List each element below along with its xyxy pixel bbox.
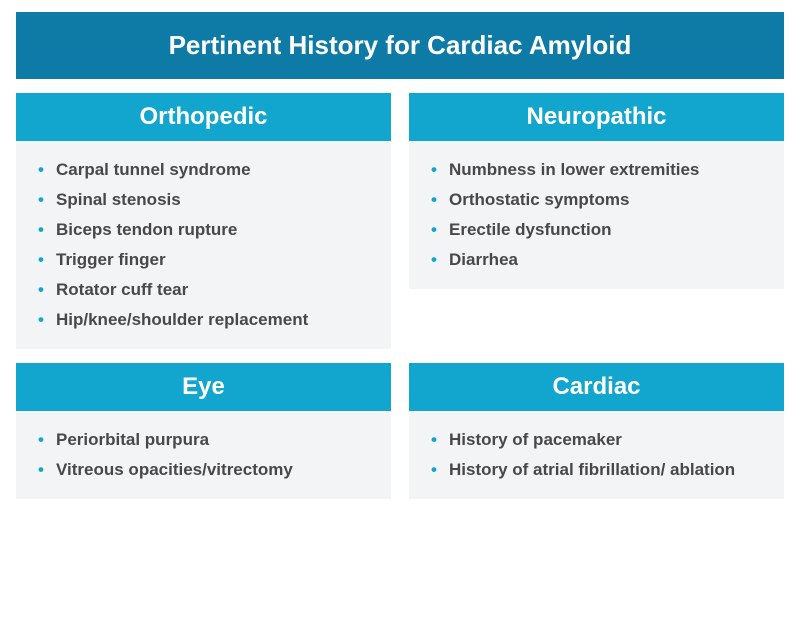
list-item: Erectile dysfunction bbox=[431, 215, 774, 245]
list-item: Vitreous opacities/vitrectomy bbox=[38, 455, 381, 485]
list-item: Trigger finger bbox=[38, 245, 381, 275]
section-header: Orthopedic bbox=[16, 93, 391, 141]
section-header: Eye bbox=[16, 363, 391, 411]
item-list: Carpal tunnel syndromeSpinal stenosisBic… bbox=[38, 155, 381, 335]
section-header: Neuropathic bbox=[409, 93, 784, 141]
list-item: Periorbital purpura bbox=[38, 425, 381, 455]
item-list: Periorbital purpuraVitreous opacities/vi… bbox=[38, 425, 381, 485]
list-item: History of atrial fibrillation/ ablation bbox=[431, 455, 774, 485]
list-item: Orthostatic symptoms bbox=[431, 185, 774, 215]
section-card: Orthopedic Carpal tunnel syndromeSpinal s… bbox=[16, 93, 391, 349]
section-body: Carpal tunnel syndromeSpinal stenosisBic… bbox=[16, 141, 391, 349]
list-item: Spinal stenosis bbox=[38, 185, 381, 215]
section-card: Cardiac History of pacemakerHistory of at… bbox=[409, 363, 784, 499]
list-item: Numbness in lower extremities bbox=[431, 155, 774, 185]
section-card: Neuropathic Numbness in lower extremities… bbox=[409, 93, 784, 349]
list-item: Rotator cuff tear bbox=[38, 275, 381, 305]
list-item: Hip/knee/shoulder replacement bbox=[38, 305, 381, 335]
list-item: Diarrhea bbox=[431, 245, 774, 275]
list-item: Biceps tendon rupture bbox=[38, 215, 381, 245]
section-card: Eye Periorbital purpuraVitreous opacities… bbox=[16, 363, 391, 499]
sections-grid: Orthopedic Carpal tunnel syndromeSpinal s… bbox=[16, 93, 784, 499]
section-header: Cardiac bbox=[409, 363, 784, 411]
section-body: History of pacemakerHistory of atrial fi… bbox=[409, 411, 784, 499]
page-title: Pertinent History for Cardiac Amyloid bbox=[16, 12, 784, 79]
list-item: Carpal tunnel syndrome bbox=[38, 155, 381, 185]
list-item: History of pacemaker bbox=[431, 425, 774, 455]
item-list: History of pacemakerHistory of atrial fi… bbox=[431, 425, 774, 485]
item-list: Numbness in lower extremitiesOrthostatic… bbox=[431, 155, 774, 275]
section-body: Periorbital purpuraVitreous opacities/vi… bbox=[16, 411, 391, 499]
section-body: Numbness in lower extremitiesOrthostatic… bbox=[409, 141, 784, 289]
